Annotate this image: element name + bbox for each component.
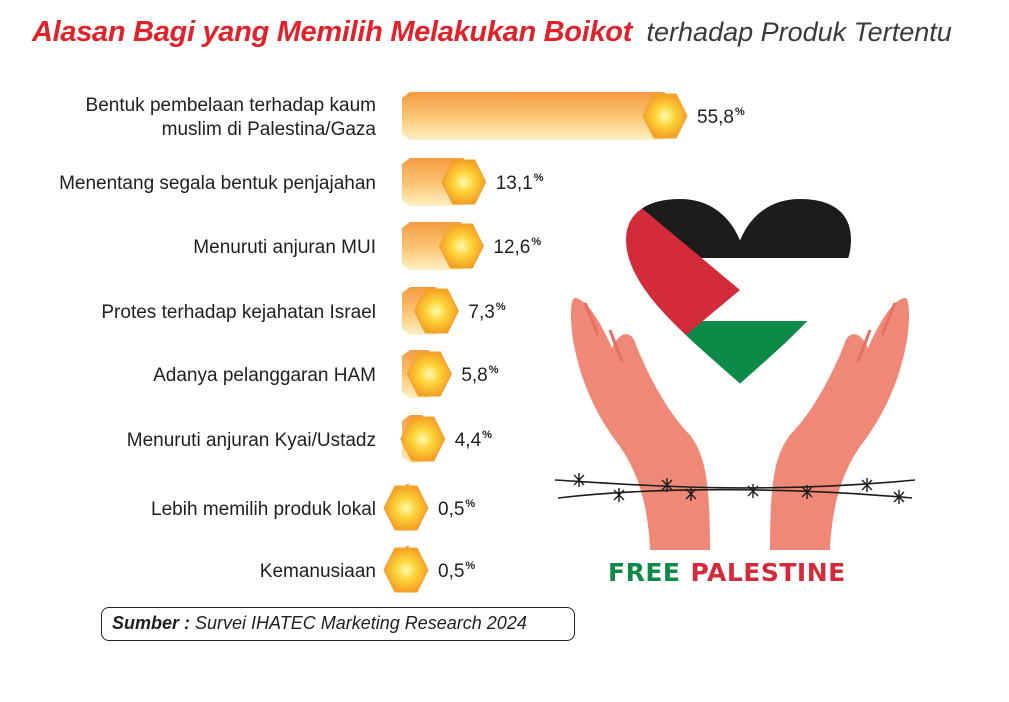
free-palestine-illustration — [554, 196, 916, 550]
category-label: Protes terhadap kejahatan Israel — [101, 302, 376, 323]
bar-cap — [383, 547, 429, 593]
slogan-palestine: PALESTINE — [690, 558, 846, 587]
category-label: Bentuk pembelaan terhadap kaum — [86, 95, 376, 116]
category-label: Lebih memilih produk lokal — [151, 499, 376, 520]
bar-cap — [413, 288, 459, 334]
category-label: Menuruti anjuran MUI — [193, 237, 376, 258]
bar-cap — [441, 159, 487, 205]
value-unit: % — [482, 429, 492, 441]
value-unit: % — [534, 172, 544, 184]
value-label: 55,8 — [697, 107, 734, 128]
bar-cap — [383, 485, 429, 531]
value-label: 7,3 — [468, 302, 494, 323]
value-unit: % — [531, 236, 541, 248]
category-label: Adanya pelanggaran HAM — [153, 365, 376, 386]
free-palestine-slogan: FREE PALESTINE — [608, 558, 846, 587]
source-note: Sumber : Survei IHATEC Marketing Researc… — [101, 607, 575, 641]
bar-row: 0,5 % Kemanusiaan — [260, 546, 475, 594]
value-unit: % — [465, 498, 475, 510]
category-label: Menuruti anjuran Kyai/Ustadz — [127, 430, 376, 451]
bar — [402, 92, 665, 140]
category-label: Kemanusiaan — [260, 561, 376, 582]
value-unit: % — [735, 106, 745, 118]
bar-cap — [642, 93, 688, 139]
bar-row: 4,4 % Menuruti anjuran Kyai/Ustadz — [127, 415, 492, 463]
bar-cap — [400, 416, 446, 462]
bar-row: 0,5 % Lebih memilih produk lokal — [151, 484, 475, 532]
bar-row: 7,3 % Protes terhadap kejahatan Israel — [101, 287, 506, 335]
bar-cap — [406, 351, 452, 397]
value-unit: % — [489, 364, 499, 376]
value-unit: % — [496, 301, 506, 313]
bar-row: 5,8 % Adanya pelanggaran HAM — [153, 350, 499, 398]
bar-row: 55,8 % Bentuk pembelaan terhadap kaum musli… — [86, 92, 745, 140]
heart-flag-icon — [623, 196, 854, 387]
chart-title: Alasan Bagi yang Memilih Melakukan Boiko… — [32, 16, 952, 49]
source-label: Sumber : — [112, 613, 191, 633]
category-label: muslim di Palestina/Gaza — [162, 119, 377, 140]
value-label: 12,6 — [493, 237, 530, 258]
barbed-wire-icon — [554, 473, 916, 504]
value-label: 0,5 — [438, 499, 464, 520]
source-text: Survei IHATEC Marketing Research 2024 — [195, 613, 527, 633]
value-label: 0,5 — [438, 561, 464, 582]
category-label: Menentang segala bentuk penjajahan — [59, 173, 376, 194]
title-sub: terhadap Produk Tertentu — [646, 17, 952, 47]
title-main: Alasan Bagi yang Memilih Melakukan Boiko… — [32, 16, 633, 48]
slogan-free: FREE — [608, 558, 681, 587]
bar-row: 13,1 % Menentang segala bentuk penjajahan — [59, 158, 544, 206]
value-label: 4,4 — [455, 430, 482, 451]
value-unit: % — [465, 560, 475, 572]
value-label: 5,8 — [461, 365, 487, 386]
bar-row: 12,6 % Menuruti anjuran MUI — [193, 222, 541, 270]
bar-cap — [438, 223, 484, 269]
value-label: 13,1 — [496, 173, 533, 194]
